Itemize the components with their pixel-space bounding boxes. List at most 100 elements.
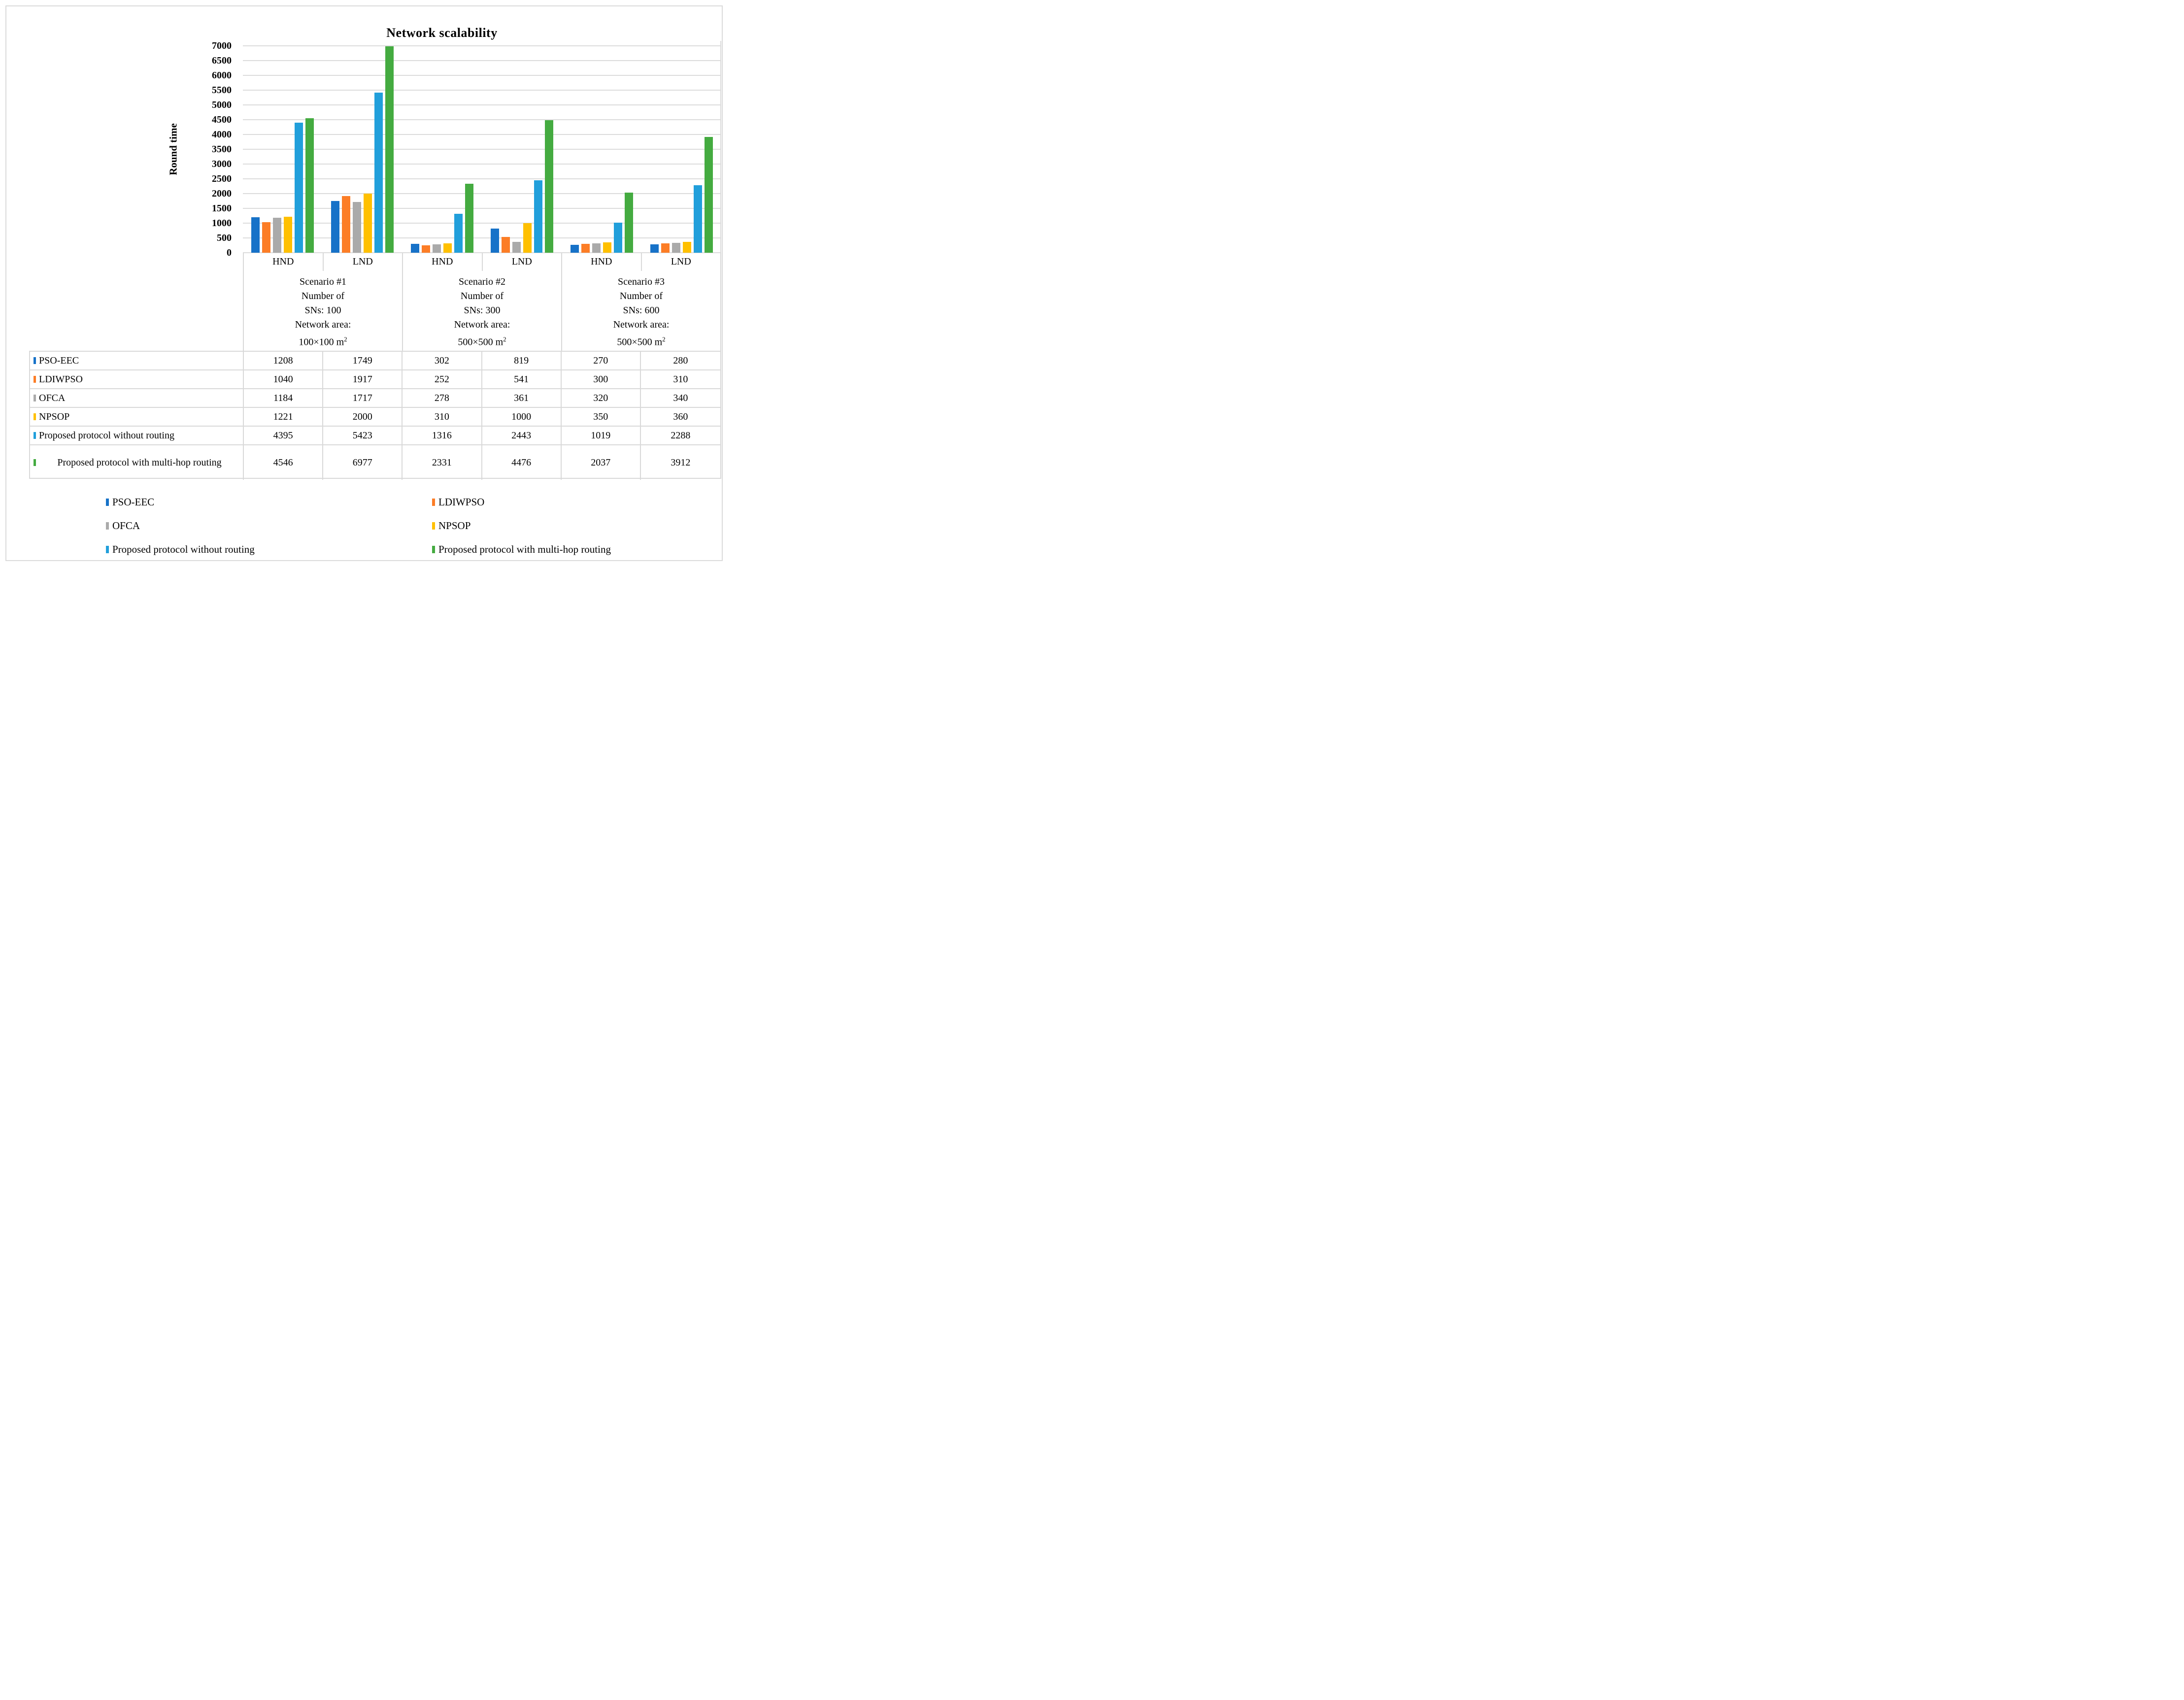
- table-row-label: LDIWPSO: [30, 370, 244, 389]
- y-axis-label: Round time: [167, 123, 179, 175]
- series-name: NPSOP: [39, 411, 70, 422]
- bar-proposed-protocol-with-multi-hop-routing-5: [704, 137, 713, 253]
- series-swatch: [34, 357, 36, 364]
- table-value-cell: 4546: [244, 445, 324, 480]
- gridline: [243, 119, 721, 120]
- table-value-cell: 320: [561, 389, 641, 408]
- bar-ldiwpso-0: [262, 222, 271, 253]
- legend-label: Proposed protocol without routing: [112, 543, 255, 555]
- gridline: [243, 90, 721, 91]
- table-value-cell: 2288: [640, 427, 720, 445]
- bar-npsop-4: [603, 242, 611, 253]
- bar-pso-eec-5: [650, 244, 659, 253]
- bar-npsop-0: [284, 217, 293, 253]
- bar-proposed-protocol-with-multi-hop-routing-2: [465, 184, 474, 253]
- scenario-label-line: Scenario #3: [618, 276, 665, 287]
- table-value-cell: 360: [640, 408, 720, 427]
- y-axis-tick: 6000: [212, 70, 232, 81]
- series-swatch: [34, 432, 36, 439]
- scenario-label-line: SNs: 600: [623, 305, 660, 316]
- table-row-label: NPSOP: [30, 408, 244, 427]
- legend-item-proposed-protocol-without-routing: Proposed protocol without routing: [106, 542, 432, 556]
- legend-swatch: [432, 522, 435, 530]
- gridline: [243, 104, 721, 105]
- y-axis-tick: 1500: [212, 203, 232, 214]
- bar-npsop-1: [364, 194, 372, 253]
- table-value-cell: 4476: [482, 445, 562, 480]
- series-swatch: [34, 395, 36, 401]
- bar-ofca-3: [512, 242, 521, 253]
- category-label: HND: [244, 253, 324, 271]
- y-axis-tick: 2500: [212, 173, 232, 184]
- gridline: [243, 193, 721, 194]
- scenario-label-line: Scenario #1: [300, 276, 346, 287]
- table-value-cell: 252: [403, 370, 482, 389]
- table-value-cell: 350: [561, 408, 641, 427]
- category-label: HND: [403, 253, 483, 271]
- y-axis-tick: 3500: [212, 144, 232, 155]
- bar-pso-eec-1: [331, 201, 340, 253]
- gridline: [243, 223, 721, 224]
- scenario-label-line: Network area:: [295, 319, 351, 330]
- table-value-cell: 1019: [561, 427, 641, 445]
- table-value-cell: 1917: [323, 370, 403, 389]
- table-value-cell: 1208: [244, 352, 324, 370]
- bar-group-hnd-1: [243, 46, 323, 253]
- bar-proposed-protocol-with-multi-hop-routing-3: [544, 120, 553, 253]
- y-axis-tick: 6500: [212, 55, 232, 66]
- legend-label: NPSOP: [438, 519, 471, 532]
- table-value-cell: 4395: [244, 427, 324, 445]
- scenario-label-line: 100×100 m2: [299, 335, 347, 348]
- series-swatch: [34, 459, 36, 466]
- bar-proposed-protocol-without-routing-4: [613, 223, 622, 253]
- table-value-cell: 340: [640, 389, 720, 408]
- bar-proposed-protocol-without-routing-1: [374, 93, 383, 253]
- gridline: [243, 178, 721, 179]
- legend-item-ofca: OFCA: [106, 519, 432, 533]
- scenario-label-3: Scenario #3 Number of SNs: 600 Network area…: [562, 271, 721, 351]
- category-label: LND: [483, 253, 562, 271]
- series-name: PSO-EEC: [39, 355, 79, 366]
- bar-group-lnd-1: [323, 46, 403, 253]
- table-value-cell: 1316: [403, 427, 482, 445]
- bar-npsop-3: [523, 223, 532, 253]
- table-value-cell: 302: [403, 352, 482, 370]
- legend-item-pso-eec: PSO-EEC: [106, 495, 432, 509]
- bar-proposed-protocol-without-routing-5: [693, 185, 702, 253]
- gridline: [243, 208, 721, 209]
- legend-label: Proposed protocol with multi-hop routing: [438, 543, 611, 555]
- scenario-label-line: SNs: 300: [464, 305, 501, 316]
- table-value-cell: 310: [640, 370, 720, 389]
- bar-proposed-protocol-without-routing-3: [534, 180, 542, 253]
- bar-group-hnd-2: [403, 46, 482, 253]
- chart-outer-border: [5, 5, 723, 561]
- bar-ofca-1: [353, 202, 362, 253]
- scenario-label-line: Number of: [619, 291, 663, 301]
- plot-area: [243, 41, 721, 253]
- legend-swatch: [106, 498, 109, 506]
- chart-title: Network scalability: [386, 26, 498, 40]
- y-axis-tick: 4000: [212, 129, 232, 140]
- data-table: PSO-EEC 1208 1749 302 819 270 280 LDIWPSO 1040 19…: [29, 351, 721, 480]
- bar-proposed-protocol-with-multi-hop-routing-0: [305, 118, 314, 253]
- scenario-label-2: Scenario #2 Number of SNs: 300 Network area…: [403, 271, 562, 351]
- superscript: 2: [662, 335, 666, 343]
- series-swatch: [34, 413, 36, 420]
- bar-npsop-2: [443, 243, 452, 253]
- table-value-cell: 1221: [244, 408, 324, 427]
- table-row-label: Proposed protocol with multi-hop routing: [30, 445, 244, 480]
- bar-pso-eec-4: [570, 245, 579, 253]
- bar-ofca-2: [433, 244, 441, 253]
- scenario-label-line: Scenario #2: [459, 276, 505, 287]
- bar-group-hnd-3: [562, 46, 641, 253]
- superscript: 2: [344, 335, 347, 343]
- bar-ldiwpso-5: [661, 243, 670, 253]
- table-value-cell: 361: [482, 389, 562, 408]
- table-value-cell: 1717: [323, 389, 403, 408]
- table-value-cell: 280: [640, 352, 720, 370]
- gridline: [243, 237, 721, 238]
- series-name: OFCA: [39, 392, 66, 403]
- table-value-cell: 2331: [403, 445, 482, 480]
- bar-ldiwpso-2: [422, 245, 431, 253]
- y-axis-tick: 5500: [212, 85, 232, 96]
